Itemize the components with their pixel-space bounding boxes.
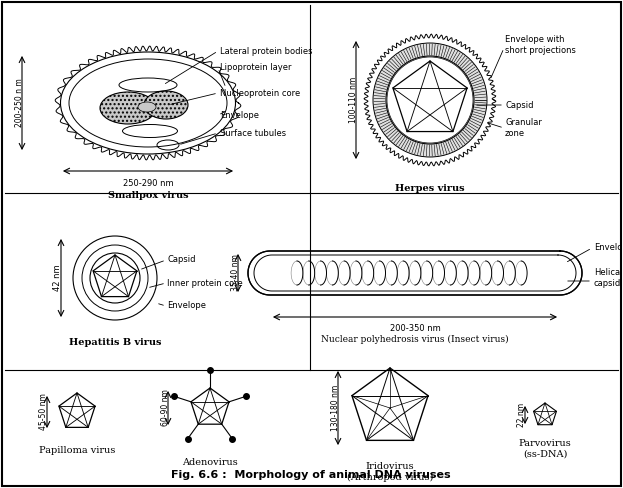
Text: 200-350 nm: 200-350 nm — [389, 324, 440, 333]
Text: Papilloma virus: Papilloma virus — [39, 446, 115, 455]
Text: Hepatitis B virus: Hepatitis B virus — [69, 338, 161, 347]
Text: Capsid: Capsid — [505, 101, 533, 109]
Text: Fig. 6.6 :  Morphology of animal DNA viruses: Fig. 6.6 : Morphology of animal DNA viru… — [171, 470, 451, 480]
Text: 200-250 n m: 200-250 n m — [16, 79, 24, 127]
Circle shape — [373, 43, 487, 157]
Circle shape — [386, 56, 474, 144]
Text: Smallpox virus: Smallpox virus — [108, 191, 188, 200]
Text: Lipoprotein layer: Lipoprotein layer — [220, 63, 292, 73]
Text: Adenovirus: Adenovirus — [182, 458, 238, 467]
Text: Envelope: Envelope — [167, 302, 206, 310]
Ellipse shape — [138, 102, 156, 112]
Text: Nuclear polyhedrosis virus (Insect virus): Nuclear polyhedrosis virus (Insect virus… — [321, 335, 509, 344]
Text: 60-90 nm: 60-90 nm — [161, 389, 169, 427]
Text: 42 nm: 42 nm — [54, 264, 62, 291]
Text: Envelope: Envelope — [220, 110, 259, 120]
Ellipse shape — [144, 91, 188, 119]
Text: 22 nm: 22 nm — [518, 403, 526, 427]
Text: 130-180 nm: 130-180 nm — [330, 385, 340, 431]
Text: 100-110 nm: 100-110 nm — [348, 77, 358, 123]
Text: Envelope: Envelope — [594, 244, 623, 252]
Text: 45-50 nm: 45-50 nm — [39, 393, 49, 430]
Text: 250-290 nm: 250-290 nm — [123, 179, 173, 188]
Text: Surface tubules: Surface tubules — [220, 128, 286, 138]
Text: Envelope with
short projections: Envelope with short projections — [505, 35, 576, 55]
Text: Lateral protein bodies: Lateral protein bodies — [220, 46, 313, 56]
Text: Helical
capsid: Helical capsid — [594, 268, 622, 288]
Ellipse shape — [100, 92, 156, 124]
Text: Granular
zone: Granular zone — [505, 118, 542, 138]
Text: Nucleoprotein core: Nucleoprotein core — [220, 88, 300, 98]
Text: Parvovirus
(ss-DNA): Parvovirus (ss-DNA) — [518, 439, 571, 458]
Text: 35-40 nm: 35-40 nm — [231, 255, 239, 291]
Text: Iridovirus
(Arthropod virus): Iridovirus (Arthropod virus) — [347, 462, 433, 482]
Polygon shape — [248, 251, 582, 295]
Text: Capsid: Capsid — [167, 256, 196, 264]
Text: Herpes virus: Herpes virus — [395, 184, 465, 193]
Text: Inner protein core: Inner protein core — [167, 279, 243, 287]
